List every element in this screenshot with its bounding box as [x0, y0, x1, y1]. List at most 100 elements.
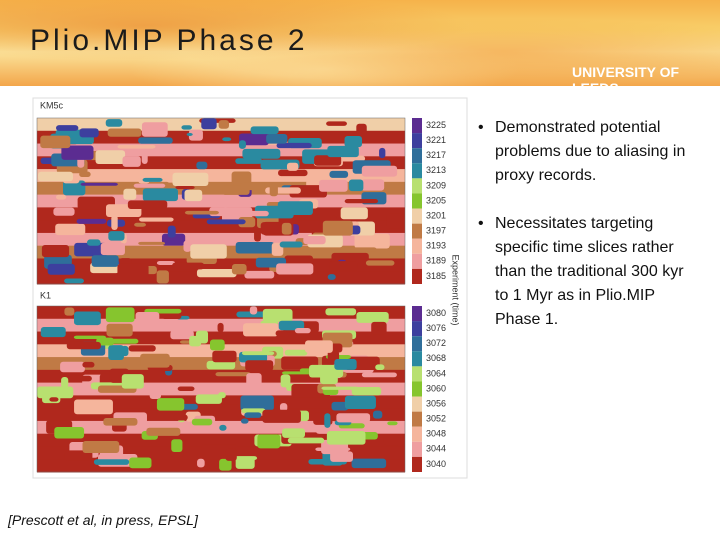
map-patch — [61, 145, 94, 160]
map-patch — [331, 401, 349, 411]
map-patch — [206, 219, 246, 225]
bullet-list: Demonstrated potential problems due to a… — [478, 116, 693, 356]
map-patch — [231, 264, 247, 275]
legend-swatch — [412, 163, 422, 179]
map-patch — [212, 350, 237, 363]
map-patch — [208, 404, 240, 417]
map-patch — [356, 123, 367, 135]
map-patch — [277, 201, 313, 215]
bullet: Demonstrated potential problems due to a… — [478, 116, 693, 188]
map-border — [36, 117, 406, 285]
map-patch — [91, 255, 119, 267]
legend-swatch — [412, 381, 422, 397]
legend-label: 3064 — [426, 368, 446, 378]
map-patch — [372, 410, 383, 419]
map-patch — [55, 223, 86, 236]
map-patch — [217, 322, 224, 333]
map-patch — [122, 156, 141, 167]
map-patch — [243, 323, 279, 337]
map-patch — [48, 142, 66, 149]
legend-swatch — [412, 193, 422, 209]
map-patch — [215, 372, 251, 377]
legend-swatch — [412, 426, 422, 442]
map-patch — [87, 239, 101, 246]
map-patch — [111, 215, 118, 231]
map-patch — [80, 182, 118, 186]
map-patch — [156, 270, 169, 284]
map-band — [37, 169, 405, 183]
map-patch — [235, 241, 275, 254]
map-patch — [281, 222, 292, 235]
map-patch — [305, 340, 333, 353]
map-patch — [284, 349, 308, 356]
map-patch — [139, 217, 174, 222]
map-patch — [351, 386, 382, 396]
map-patch — [303, 235, 326, 245]
map-patch — [354, 233, 390, 249]
map-patch — [262, 308, 293, 322]
map-patch — [133, 183, 166, 188]
map-patch — [156, 261, 176, 265]
legend-label: 3060 — [426, 383, 446, 393]
map-patch — [196, 161, 208, 170]
map-patch — [82, 361, 95, 368]
legend-label: 3225 — [426, 120, 446, 130]
map-patch — [361, 372, 397, 378]
legend-swatch — [412, 366, 422, 382]
legend-swatch — [412, 396, 422, 412]
map-patch — [170, 330, 194, 340]
map-patch — [235, 456, 255, 469]
map-patch — [162, 313, 182, 320]
map-patch — [257, 434, 281, 449]
map-patch — [206, 360, 236, 370]
map-patch — [242, 148, 281, 159]
map-patch — [269, 184, 278, 197]
map-patch — [175, 185, 195, 190]
legend-swatch — [412, 351, 422, 367]
legend-swatch — [412, 268, 422, 284]
map-patch — [37, 386, 74, 399]
map-patch — [172, 172, 209, 186]
map-patch — [63, 180, 86, 196]
map-patch — [117, 263, 149, 279]
legend-label: 3205 — [426, 195, 446, 205]
map-patch — [138, 241, 166, 245]
map-patch — [219, 424, 227, 431]
map-patch — [128, 345, 156, 352]
map-patch — [201, 444, 238, 450]
map-patch — [41, 245, 70, 258]
map-patch — [222, 137, 232, 142]
map-patch — [203, 463, 210, 470]
legend-label: 3044 — [426, 444, 446, 454]
map-patch — [186, 132, 193, 136]
map-patch — [365, 260, 395, 266]
map-patch — [327, 145, 359, 158]
map-patch — [240, 395, 274, 411]
map-patch — [60, 361, 85, 373]
map-patch — [325, 308, 357, 316]
map-patch — [239, 133, 269, 146]
map-patch — [76, 218, 107, 224]
map-patch — [56, 125, 79, 131]
map-patch — [197, 458, 205, 468]
legend-swatch — [412, 148, 422, 164]
panel-label: K1 — [40, 290, 51, 300]
map-patch — [77, 196, 115, 210]
map-patch — [249, 306, 258, 315]
map-patch — [134, 222, 146, 227]
map-patch — [326, 431, 366, 445]
map-patch — [183, 240, 192, 252]
map-patch — [282, 428, 305, 438]
map-patch — [142, 188, 178, 202]
map-patch — [287, 437, 325, 444]
map-patch — [135, 311, 160, 322]
legend-label: 3072 — [426, 338, 446, 348]
map-patch — [218, 120, 230, 129]
legend-label: 3201 — [426, 210, 446, 220]
map-patch — [38, 171, 74, 182]
map-patch — [103, 418, 138, 426]
legend-label: 3217 — [426, 150, 446, 160]
map-patch — [314, 155, 342, 166]
map-patch — [238, 140, 246, 149]
map-patch — [142, 177, 163, 182]
